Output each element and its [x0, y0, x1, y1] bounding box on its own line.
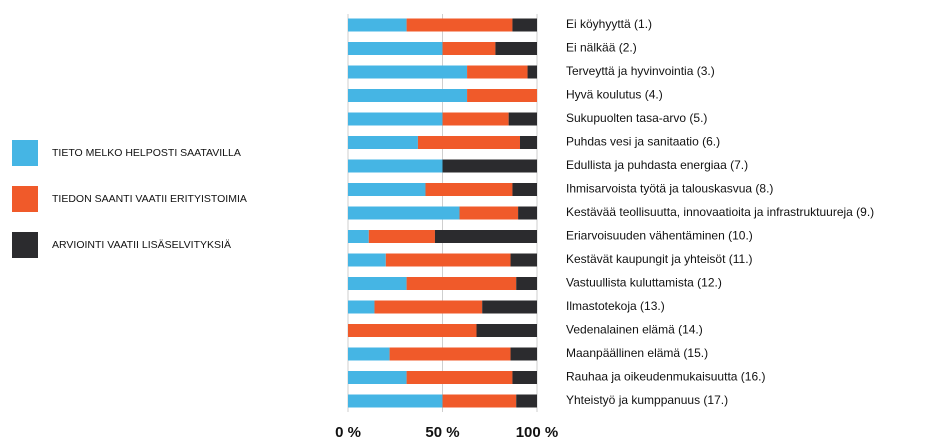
bar-segment	[434, 230, 537, 243]
legend-swatch	[12, 232, 38, 258]
category-label: Yhteistyö ja kumppanuus (17.)	[566, 393, 728, 407]
bar-segment	[476, 324, 537, 337]
category-label: Ei köyhyyttä (1.)	[566, 17, 652, 31]
bar-segment	[406, 277, 517, 290]
bar-segment	[348, 42, 443, 55]
category-label: Ei nälkää (2.)	[566, 41, 637, 55]
bar-segment	[442, 112, 509, 126]
bar-segment	[348, 206, 460, 220]
bar-segment	[348, 277, 407, 290]
x-tick-label: 50 %	[425, 424, 459, 441]
bar-segment	[516, 277, 537, 290]
bar-segment	[442, 394, 517, 408]
category-label: Vedenalainen elämä (14.)	[566, 323, 703, 337]
category-label: Terveyttä ja hyvinvointia (3.)	[566, 64, 715, 78]
bar-segment	[467, 89, 537, 102]
category-label: Kestävää teollisuutta, innovaatioita ja …	[566, 205, 874, 219]
bar-segment	[368, 230, 435, 243]
category-label: Vastuullista kuluttamista (12.)	[566, 276, 722, 290]
bar-segment	[512, 18, 537, 32]
bar-segment	[516, 394, 537, 408]
category-label: Maanpäällinen elämä (15.)	[566, 346, 708, 360]
bar-segment	[406, 371, 513, 384]
category-label: Kestävät kaupungit ja yhteisöt (11.)	[566, 252, 753, 266]
x-tick-label: 0 %	[335, 424, 361, 441]
bar-segment	[348, 136, 418, 149]
bar-segment	[348, 112, 443, 126]
bar-segment	[510, 347, 537, 361]
bar-segment	[348, 65, 468, 79]
bar-segment	[425, 183, 513, 196]
bar-segment	[348, 89, 468, 102]
category-label: Rauhaa ja oikeudenmukaisuutta (16.)	[566, 370, 765, 384]
bar-segment	[442, 159, 537, 173]
bar-segment	[459, 206, 519, 220]
bar-segment	[510, 253, 537, 267]
bar-segment	[348, 371, 407, 384]
bar-segment	[348, 253, 386, 267]
bar-segment	[348, 324, 477, 337]
category-label: Puhdas vesi ja sanitaatio (6.)	[566, 135, 720, 149]
bar-segment	[348, 230, 369, 243]
bar-segment	[348, 183, 426, 196]
bar-segment	[406, 18, 513, 32]
bar-segment	[482, 300, 537, 314]
category-label: Edullista ja puhdasta energiaa (7.)	[566, 158, 748, 172]
legend-label: TIEDON SAANTI VAATII ERITYISTOIMIA	[52, 193, 247, 205]
bar-segment	[495, 42, 537, 55]
legend-label: TIETO MELKO HELPOSTI SAATAVILLA	[52, 147, 241, 159]
bar-segment	[512, 371, 537, 384]
bar-segment	[348, 159, 443, 173]
bar-segment	[442, 42, 496, 55]
x-tick-label: 100 %	[516, 424, 559, 441]
category-label: Ihmisarvoista työtä ja talouskasvua (8.)	[566, 182, 773, 196]
bar-segment	[512, 183, 537, 196]
bar-segment	[527, 65, 537, 79]
bar-segment	[348, 18, 407, 32]
bar-segment	[385, 253, 511, 267]
bar-segment	[467, 65, 528, 79]
bar-segment	[348, 347, 390, 361]
category-label: Ilmastotekoja (13.)	[566, 299, 665, 313]
legend-swatch	[12, 140, 38, 166]
bar-segment	[519, 136, 537, 149]
bar-segment	[518, 206, 537, 220]
bar-segment	[348, 394, 443, 408]
bar-segment	[389, 347, 511, 361]
bar-segment	[374, 300, 483, 314]
legend-label: ARVIOINTI VAATII LISÄSELVITYKSIÄ	[52, 239, 231, 251]
category-label: Hyvä koulutus (4.)	[566, 88, 663, 102]
bar-segment	[348, 300, 375, 314]
category-label: Sukupuolten tasa-arvo (5.)	[566, 111, 707, 125]
bar-segment	[417, 136, 520, 149]
category-label: Eriarvoisuuden vähentäminen (10.)	[566, 229, 753, 243]
bar-segment	[508, 112, 537, 126]
legend-swatch	[12, 186, 38, 212]
